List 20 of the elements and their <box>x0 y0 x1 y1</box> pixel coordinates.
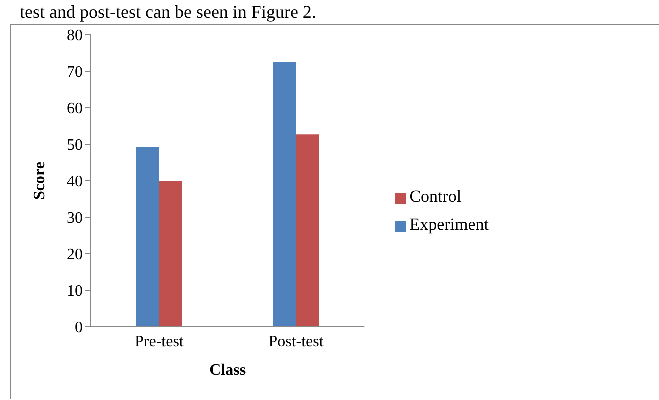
x-tick-label: Pre-test <box>134 333 184 350</box>
x-tick-label: Post-test <box>268 333 324 350</box>
legend-label: Experiment <box>410 215 489 234</box>
bar <box>273 62 296 327</box>
bar <box>159 181 182 327</box>
legend-label: Control <box>410 187 462 206</box>
y-tick-label: 50 <box>67 137 83 154</box>
bar <box>296 134 319 327</box>
y-tick-label: 70 <box>67 64 83 82</box>
text: test and post-test can be seen in Figure 2. <box>20 2 318 22</box>
y-tick-label: 10 <box>67 283 83 300</box>
y-tick-label: 30 <box>67 210 83 228</box>
y-tick-label: 60 <box>67 100 83 118</box>
y-tick-label: 40 <box>67 174 83 191</box>
y-axis-title: Score <box>32 162 49 200</box>
x-axis-title: Class <box>210 362 246 379</box>
y-tick-label: 80 <box>67 28 83 45</box>
y-tick-label: 20 <box>67 246 83 264</box>
y-tick-label: 0 <box>75 320 83 337</box>
bar <box>136 147 160 327</box>
